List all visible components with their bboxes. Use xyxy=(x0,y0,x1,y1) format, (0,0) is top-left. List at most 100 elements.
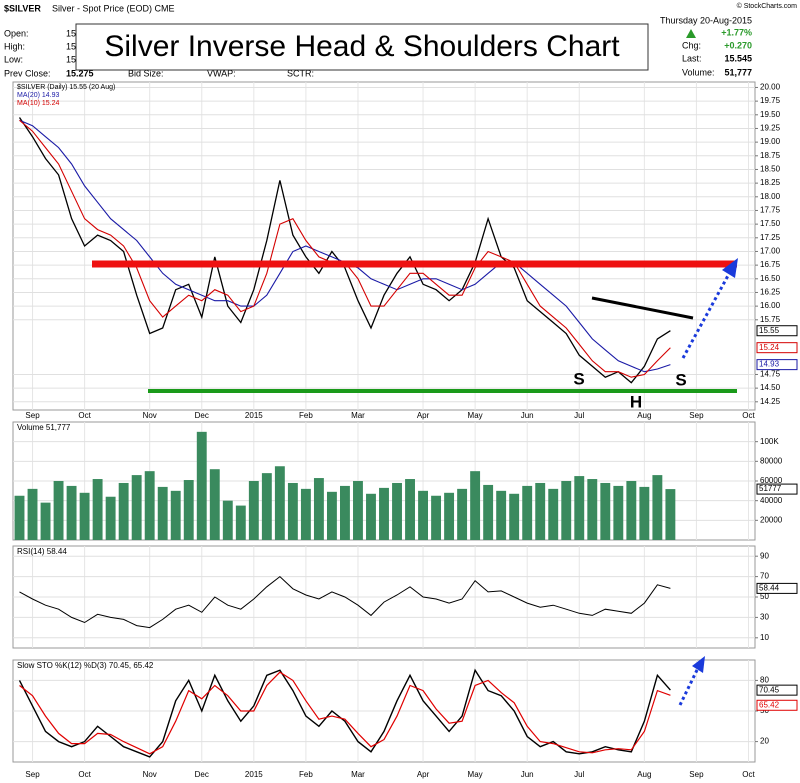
line xyxy=(19,575,671,629)
volume-bar xyxy=(313,478,324,540)
high-label: High: xyxy=(4,41,25,51)
volume-bar xyxy=(105,496,116,540)
y-tick-label: 14.75 xyxy=(760,370,781,379)
volume-bar xyxy=(366,493,376,540)
y-tick-label: 20000 xyxy=(760,515,783,524)
line xyxy=(18,668,671,758)
description: Silver - Spot Price (EOD) CME xyxy=(52,3,175,13)
y-tick-label: 18.75 xyxy=(760,151,781,160)
y-tick-label: 80 xyxy=(760,676,769,685)
volume-bar xyxy=(431,495,442,540)
last-value-label: 70.45 xyxy=(759,685,780,694)
neckline xyxy=(591,296,694,320)
x-tick-label: Sep xyxy=(689,411,704,420)
x-tick-label: Sep xyxy=(25,770,40,779)
sctr-label: SCTR: xyxy=(287,68,314,78)
volume-bar xyxy=(574,476,585,540)
y-tick-label: 19.75 xyxy=(760,96,781,105)
volume-bar xyxy=(652,475,663,540)
last-value-label: 58.44 xyxy=(759,584,780,593)
volume-bar xyxy=(326,491,337,540)
volume-bar xyxy=(79,492,90,540)
volume-bar xyxy=(639,486,650,540)
volume-bar xyxy=(444,492,455,540)
volume-label: Volume: xyxy=(682,67,715,77)
volume-bar xyxy=(496,490,507,540)
shoulder-left: S xyxy=(573,369,584,388)
x-tick-label: Oct xyxy=(742,411,755,420)
volume-bar xyxy=(92,479,103,540)
y-tick-label: 17.25 xyxy=(760,233,781,242)
volume-bar xyxy=(144,471,155,540)
volume-bar xyxy=(209,469,220,540)
x-tick-label: Sep xyxy=(689,770,704,779)
last-label: Last: xyxy=(682,53,702,63)
x-tick-label: Jul xyxy=(574,770,584,779)
x-tick-label: Jul xyxy=(574,411,584,420)
y-tick-label: 15.75 xyxy=(760,315,781,324)
last-value-box xyxy=(756,325,798,337)
volume-bar xyxy=(27,488,38,540)
y-tick-label: 90 xyxy=(760,551,769,560)
vwap-label: VWAP: xyxy=(207,68,236,78)
x-tick-label: May xyxy=(468,770,483,779)
open-label: Open: xyxy=(4,28,29,38)
volume-bar xyxy=(405,479,415,540)
panel-title: Volume 51,777 xyxy=(17,423,71,432)
volume-bar xyxy=(235,505,246,540)
x-tick-label: 2015 xyxy=(245,411,263,420)
y-tick-label: 14.50 xyxy=(760,383,781,392)
legend-label: MA(10) 15.24 xyxy=(17,100,60,107)
x-tick-label: Oct xyxy=(78,411,91,420)
volume-bar xyxy=(353,481,363,540)
volume-bar xyxy=(300,488,311,540)
y-tick-label: 18.00 xyxy=(760,192,781,201)
x-tick-label: Feb xyxy=(299,770,313,779)
volume-bar xyxy=(587,479,598,540)
y-tick-label: 20 xyxy=(760,737,769,746)
x-tick-label: Oct xyxy=(78,770,91,779)
last-value-box xyxy=(756,342,798,354)
y-tick-label: 17.75 xyxy=(760,206,781,215)
x-tick-label: May xyxy=(468,411,483,420)
y-tick-label: 50 xyxy=(760,592,769,601)
volume-bar xyxy=(222,500,233,540)
volume-bar xyxy=(118,482,129,540)
volume-bar xyxy=(53,481,64,540)
volume-bar xyxy=(287,482,298,540)
volume-bar xyxy=(131,475,142,540)
volume-bar xyxy=(613,485,624,540)
up-arrow xyxy=(686,29,696,38)
volume-bar xyxy=(157,486,168,540)
x-tick-label: Jun xyxy=(521,770,534,779)
volume-bar xyxy=(509,493,520,540)
last-value-label: 51777 xyxy=(759,484,782,493)
legend-label: $SILVER (Daily) 15.55 (20 Aug) xyxy=(17,84,115,91)
y-tick-label: 18.50 xyxy=(760,165,781,174)
y-tick-label: 19.50 xyxy=(760,110,781,119)
last-value-box xyxy=(756,684,798,696)
line xyxy=(19,671,671,755)
volume-bar xyxy=(626,481,637,540)
target-arrow xyxy=(681,271,732,359)
x-tick-label: Oct xyxy=(742,770,755,779)
last-value-box xyxy=(756,483,798,495)
volume-bar xyxy=(600,482,611,540)
x-tick-label: Sep xyxy=(25,411,40,420)
volume-bar xyxy=(14,495,25,540)
volume-bar xyxy=(340,485,350,540)
volume-bar xyxy=(522,485,533,540)
volume-bar xyxy=(196,431,207,540)
sto-arrow xyxy=(678,667,700,706)
volume-bar xyxy=(457,488,468,540)
chg-label: Chg: xyxy=(682,40,701,50)
x-tick-label: Dec xyxy=(195,770,209,779)
y-tick-label: 100K xyxy=(760,437,779,446)
last-value-label: 65.42 xyxy=(759,700,780,709)
y-tick-label: 30 xyxy=(760,613,769,622)
volume-bar xyxy=(248,481,259,540)
x-tick-label: Aug xyxy=(637,770,651,779)
x-tick-label: Nov xyxy=(143,770,157,779)
change-pct: +1.77% xyxy=(721,27,752,37)
legend-label: MA(20) 14.93 xyxy=(17,92,60,99)
